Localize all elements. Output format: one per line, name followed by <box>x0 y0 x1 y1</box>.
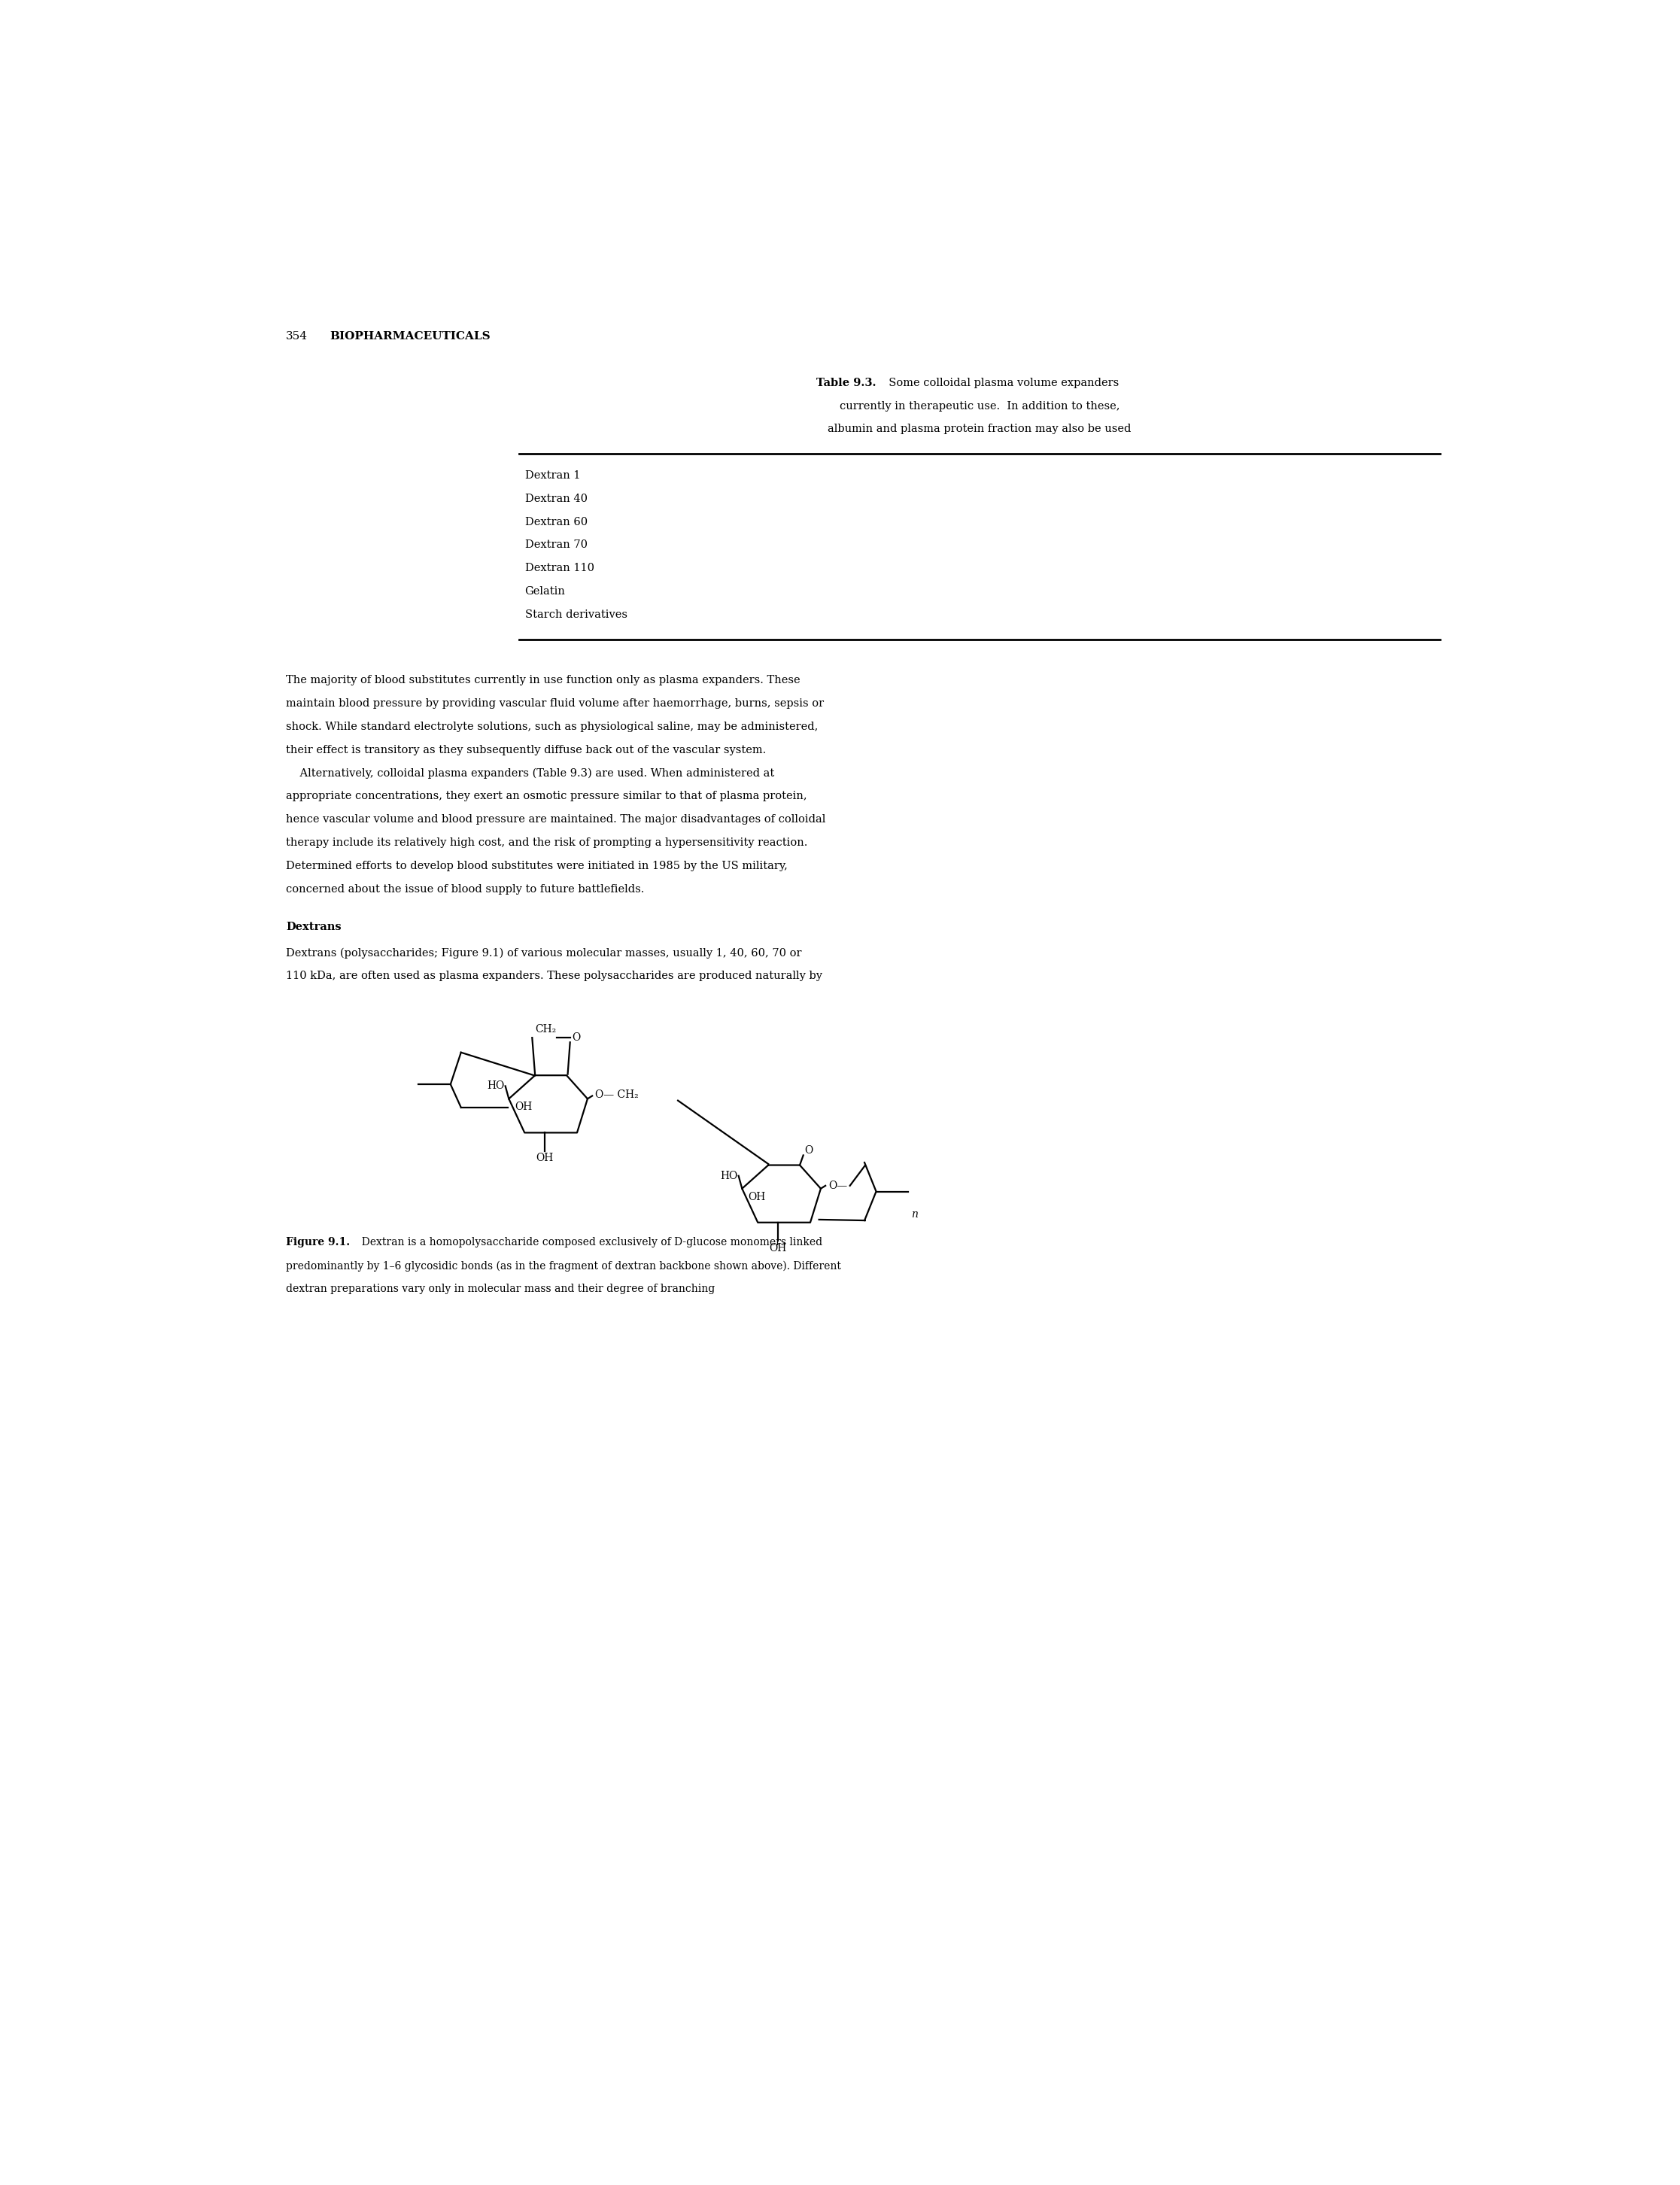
Text: BIOPHARMACEUTICALS: BIOPHARMACEUTICALS <box>329 332 491 341</box>
Text: their effect is transitory as they subsequently diffuse back out of the vascular: their effect is transitory as they subse… <box>286 745 766 756</box>
Text: 354: 354 <box>286 332 307 341</box>
Text: Alternatively, colloidal plasma expanders (Table 9.3) are used. When administere: Alternatively, colloidal plasma expander… <box>286 767 774 778</box>
Text: OH: OH <box>748 1191 766 1202</box>
Text: predominantly by 1–6 glycosidic bonds (as in the fragment of dextran backbone sh: predominantly by 1–6 glycosidic bonds (a… <box>286 1261 842 1272</box>
Text: O— CH₂: O— CH₂ <box>595 1090 638 1099</box>
Text: O: O <box>571 1031 580 1042</box>
Text: The majority of blood substitutes currently in use function only as plasma expan: The majority of blood substitutes curren… <box>286 675 800 686</box>
Text: Dextrans (polysaccharides; Figure 9.1) of various molecular masses, usually 1, 4: Dextrans (polysaccharides; Figure 9.1) o… <box>286 948 801 959</box>
Text: Gelatin: Gelatin <box>524 586 566 597</box>
Text: dextran preparations vary only in molecular mass and their degree of branching: dextran preparations vary only in molecu… <box>286 1283 714 1294</box>
Text: Determined efforts to develop blood substitutes were initiated in 1985 by the US: Determined efforts to develop blood subs… <box>286 861 788 872</box>
Text: shock. While standard electrolyte solutions, such as physiological saline, may b: shock. While standard electrolyte soluti… <box>286 721 818 732</box>
Text: currently in therapeutic use.  In addition to these,: currently in therapeutic use. In additio… <box>840 400 1121 411</box>
Text: Table 9.3.: Table 9.3. <box>816 378 877 389</box>
Text: Starch derivatives: Starch derivatives <box>524 610 627 621</box>
Text: Dextran 110: Dextran 110 <box>524 564 595 572</box>
Text: Dextran 40: Dextran 40 <box>524 494 588 505</box>
Text: HO: HO <box>721 1171 738 1182</box>
Text: appropriate concentrations, they exert an osmotic pressure similar to that of pl: appropriate concentrations, they exert a… <box>286 791 806 802</box>
Text: Figure 9.1.: Figure 9.1. <box>286 1237 349 1248</box>
Text: OH: OH <box>769 1243 786 1254</box>
Text: n: n <box>911 1208 917 1219</box>
Text: albumin and plasma protein fraction may also be used: albumin and plasma protein fraction may … <box>828 424 1131 435</box>
Text: Some colloidal plasma volume expanders: Some colloidal plasma volume expanders <box>882 378 1119 389</box>
Text: Dextran is a homopolysaccharide composed exclusively of D-glucose monomers linke: Dextran is a homopolysaccharide composed… <box>354 1237 823 1248</box>
Text: hence vascular volume and blood pressure are maintained. The major disadvantages: hence vascular volume and blood pressure… <box>286 815 825 826</box>
Text: Dextran 70: Dextran 70 <box>524 540 588 551</box>
Text: O—: O— <box>828 1180 847 1191</box>
Text: HO: HO <box>487 1082 504 1090</box>
Text: OH: OH <box>536 1154 554 1162</box>
Text: Dextran 1: Dextran 1 <box>524 470 580 481</box>
Text: maintain blood pressure by providing vascular fluid volume after haemorrhage, bu: maintain blood pressure by providing vas… <box>286 699 823 708</box>
Text: 110 kDa, are often used as plasma expanders. These polysaccharides are produced : 110 kDa, are often used as plasma expand… <box>286 970 822 981</box>
Text: Dextran 60: Dextran 60 <box>524 516 588 527</box>
Text: OH: OH <box>514 1101 533 1112</box>
Text: concerned about the issue of blood supply to future battlefields.: concerned about the issue of blood suppl… <box>286 885 643 894</box>
Text: O: O <box>805 1145 813 1156</box>
Text: Dextrans: Dextrans <box>286 922 341 933</box>
Text: therapy include its relatively high cost, and the risk of prompting a hypersensi: therapy include its relatively high cost… <box>286 837 808 848</box>
Text: CH₂: CH₂ <box>534 1025 556 1036</box>
